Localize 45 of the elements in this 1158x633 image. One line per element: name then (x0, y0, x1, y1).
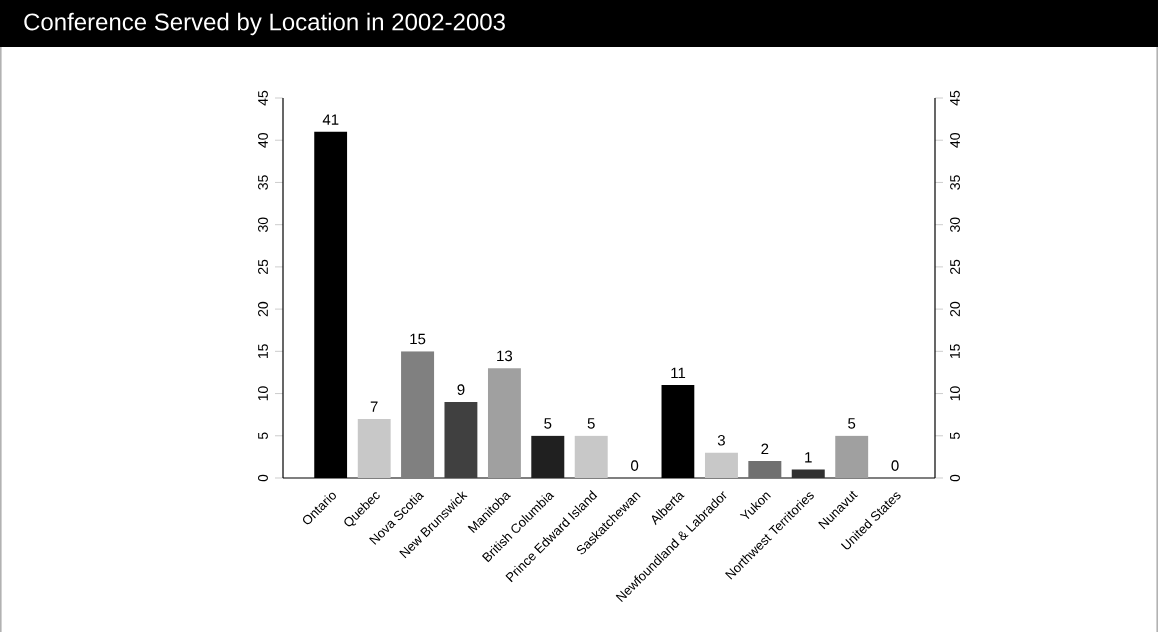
bar (704, 452, 738, 479)
y-tick-label: 10 (258, 386, 268, 401)
bar (791, 469, 825, 479)
y2-tick-label: 40 (950, 133, 960, 148)
bar (487, 368, 521, 479)
data-label: 0 (631, 460, 639, 472)
bar (748, 461, 782, 479)
data-label: 9 (457, 384, 465, 396)
data-label: 5 (848, 418, 856, 429)
data-label: 41 (322, 114, 339, 125)
y2-tick-label: 5 (950, 432, 960, 440)
bar (401, 351, 435, 479)
y-tick-label: 20 (258, 301, 268, 317)
data-label: 3 (717, 435, 725, 446)
y-tick-label: 25 (258, 259, 268, 275)
data-label: 2 (761, 443, 769, 455)
y2-tick-label: 45 (950, 90, 960, 106)
y2-tick-label: 15 (950, 344, 960, 359)
bar (531, 435, 565, 479)
data-label: 5 (587, 418, 595, 429)
data-label: 0 (891, 460, 899, 472)
y-tick-label: 35 (258, 175, 268, 190)
y-tick-label: 45 (258, 90, 268, 106)
data-label: 5 (544, 418, 552, 429)
y2-tick-label: 20 (950, 301, 960, 317)
bar (357, 418, 391, 479)
chart-title: Conference Served by Location in 2002-2003 (24, 12, 505, 36)
y-tick-label: 30 (258, 217, 268, 233)
y-tick-label: 5 (258, 432, 268, 440)
y2-tick-label: 35 (950, 175, 960, 190)
y2-tick-label: 30 (950, 217, 960, 233)
bar (574, 435, 608, 479)
y2-tick-label: 10 (950, 386, 960, 401)
data-label: 11 (671, 367, 686, 379)
data-label: 15 (410, 333, 426, 345)
bar (444, 402, 478, 479)
y2-tick-label: 25 (950, 259, 960, 275)
bar (835, 435, 869, 479)
y-tick-label: 15 (258, 344, 268, 359)
data-label: 13 (497, 350, 513, 362)
y2-tick-label: 0 (950, 474, 960, 482)
y-tick-label: 40 (258, 133, 268, 148)
y-tick-label: 0 (258, 474, 268, 482)
data-label: 1 (805, 452, 812, 463)
data-label: 7 (370, 401, 378, 412)
